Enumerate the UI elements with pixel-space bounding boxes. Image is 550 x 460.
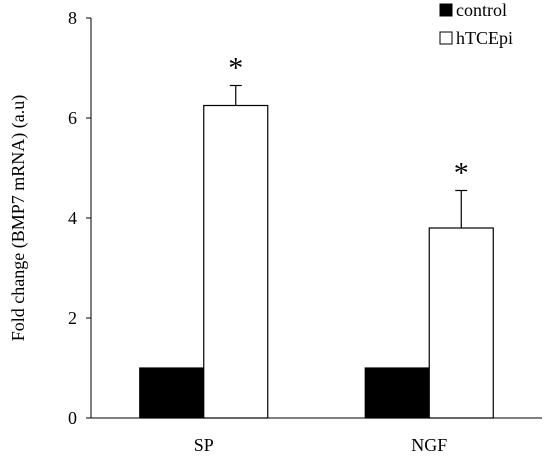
y-axis-label: Fold change (BMP7 mRNA) (a.u) bbox=[8, 95, 29, 341]
legend: control hTCEpi bbox=[439, 0, 513, 48]
x-category-label: SP bbox=[194, 435, 214, 455]
legend-label: hTCEpi bbox=[456, 28, 513, 48]
bar-htcepi-sp bbox=[203, 104, 269, 419]
significance-annotations: ** bbox=[228, 52, 469, 190]
y-tick-label: 0 bbox=[68, 408, 77, 428]
legend-swatch-htcepi bbox=[439, 31, 453, 45]
x-category-label: NGF bbox=[411, 435, 447, 455]
bar-htcepi-ngf bbox=[428, 227, 494, 419]
y-axis-ticks: 0 2 4 6 8 bbox=[68, 8, 91, 428]
y-tick-label: 6 bbox=[68, 108, 77, 128]
y-tick-label: 8 bbox=[68, 8, 77, 28]
bar-control-ngf bbox=[364, 367, 430, 419]
y-tick-label: 2 bbox=[68, 308, 77, 328]
bar-control-sp bbox=[139, 367, 205, 419]
error-bars bbox=[229, 84, 468, 228]
y-tick-label: 4 bbox=[68, 208, 77, 228]
bars bbox=[139, 104, 494, 419]
significance-asterisk: * bbox=[228, 52, 243, 85]
legend-swatch-control bbox=[439, 3, 453, 17]
legend-label: control bbox=[456, 0, 507, 20]
significance-asterisk: * bbox=[454, 157, 469, 190]
x-axis-categories: SP NGF bbox=[194, 435, 448, 455]
